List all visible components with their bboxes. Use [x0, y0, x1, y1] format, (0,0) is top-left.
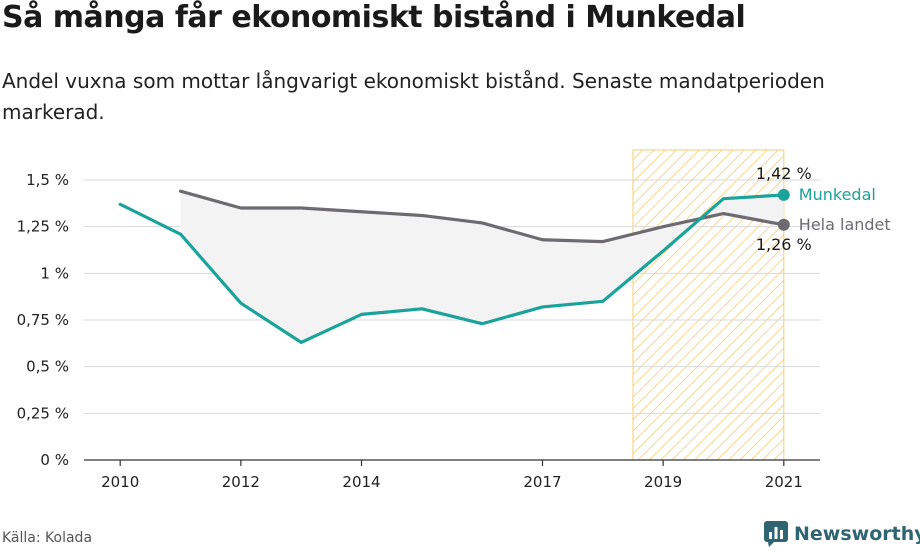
y-tick-label: 0 %	[40, 451, 69, 469]
y-tick-label: 0,25 %	[17, 404, 69, 422]
x-tick-label: 2021	[765, 473, 803, 491]
x-tick-label: 2014	[342, 473, 380, 491]
newsworthy-logo: Newsworthy	[764, 520, 920, 548]
series-line-hela-landet	[178, 189, 786, 244]
value-label-hela-landet: 1,26 %	[756, 235, 812, 254]
source-note: Källa: Kolada	[2, 530, 93, 546]
logo-text: Newsworthy	[794, 523, 920, 545]
x-tick-label: 2017	[523, 473, 561, 491]
x-tick-label: 2012	[222, 473, 260, 491]
chart-subtitle: Andel vuxna som mottar långvarigt ekonom…	[2, 69, 825, 124]
bar-chart-icon	[764, 521, 788, 547]
gap-area	[180, 191, 784, 343]
y-tick-label: 1 %	[40, 264, 69, 282]
series-label-hela-landet: Hela landet	[799, 215, 891, 234]
y-tick-label: 1,25 %	[17, 218, 69, 236]
series-label-munkedal: Munkedal	[799, 185, 876, 204]
chart-title: Så många får ekonomiskt bistånd i Munked…	[2, 0, 746, 35]
x-tick-label: 2019	[644, 473, 682, 491]
y-tick-label: 1,5 %	[26, 171, 69, 189]
end-point	[777, 188, 790, 201]
line-chart: 0 % 0,25 % 0,5 % 0,75 % 1 % 1,25 % 1,5 % 2010 20…	[17, 149, 891, 491]
y-tick-label: 0,5 %	[26, 358, 69, 376]
x-tick-label: 2010	[101, 473, 139, 491]
series-line-munkedal	[118, 193, 786, 344]
end-point	[777, 218, 790, 231]
value-label-munkedal: 1,42 %	[756, 164, 812, 183]
y-tick-label: 0,75 %	[17, 311, 69, 329]
